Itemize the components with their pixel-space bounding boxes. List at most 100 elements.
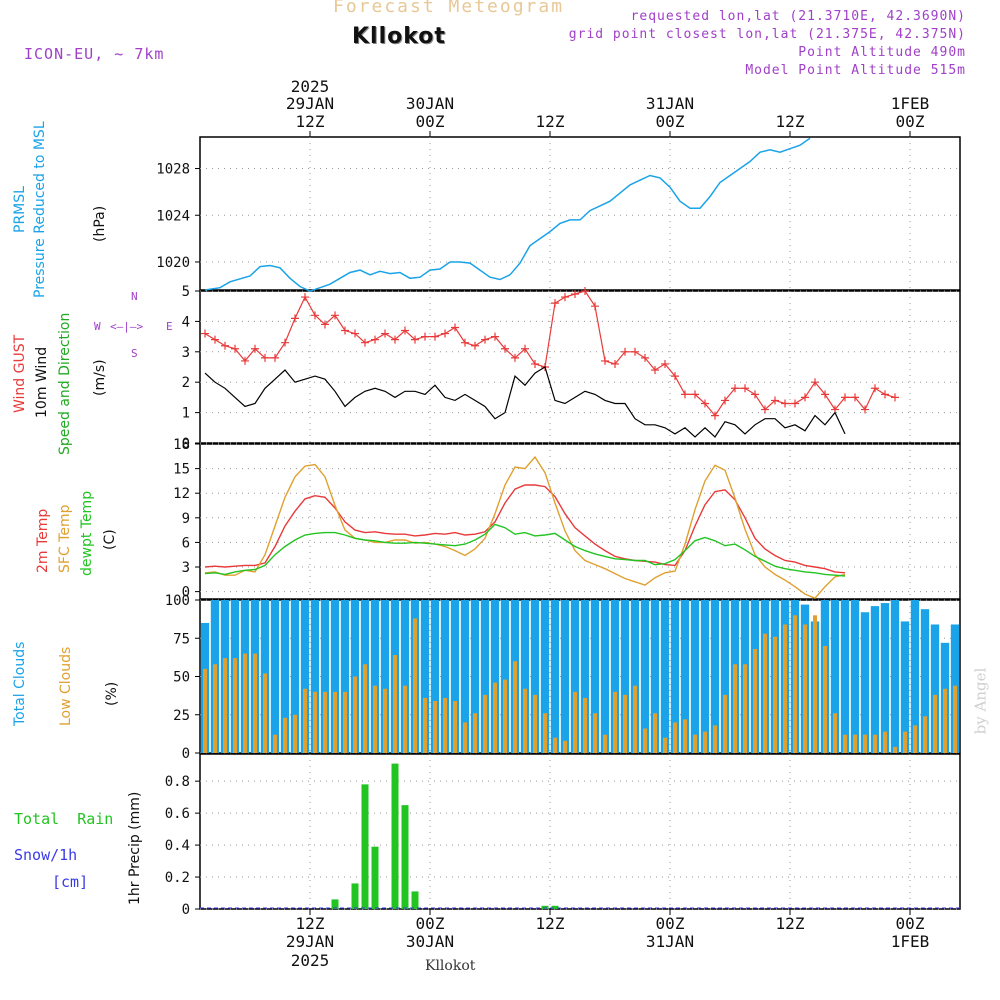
total-cloud-bar [630, 600, 640, 753]
low-cloud-bar [573, 691, 577, 753]
pressure-line [204, 137, 811, 293]
total-cloud-bar [370, 600, 380, 753]
rain-bar [401, 805, 409, 909]
low-cloud-bar [853, 734, 857, 753]
low-cloud-bar [393, 655, 397, 753]
compass-w: W [94, 320, 101, 333]
temp-ytick-label: 0 [182, 585, 190, 601]
low-cloud-bar [323, 691, 327, 753]
total-cloud-bar [670, 600, 680, 753]
rain-bar [351, 883, 359, 909]
precip-ytick-label: 0.8 [165, 774, 190, 790]
low-cloud-bar [293, 714, 297, 753]
gust-marker [401, 326, 409, 335]
low-cloud-bar [933, 694, 937, 753]
temp-ytick-label: 9 [182, 511, 190, 527]
gust-marker [701, 399, 709, 408]
low-cloud-bar [783, 624, 787, 753]
gust-marker [871, 384, 879, 393]
wind-ytick-label: 2 [182, 375, 190, 391]
total-cloud-bar [570, 600, 580, 753]
total-cloud-bar [860, 612, 870, 753]
low-cloud-bar [723, 694, 727, 753]
gust-marker [391, 335, 399, 344]
precip-ytick-label: 0.4 [165, 838, 190, 854]
low-cloud-bar [813, 615, 817, 753]
low-cloud-bar [893, 746, 897, 753]
top-time-year: 2025 [291, 77, 330, 96]
low-cloud-bar [313, 691, 317, 753]
gust-marker [731, 384, 739, 393]
low-cloud-bar [603, 734, 607, 753]
gust-marker [711, 411, 719, 420]
top-time-hour: 12Z [776, 112, 805, 131]
low-cloud-bar [833, 713, 837, 753]
gust-marker [381, 329, 389, 338]
low-cloud-bar [953, 685, 957, 753]
model-altitude: Model Point Altitude 515m [745, 63, 966, 78]
temp-line-2 [204, 523, 846, 577]
low-cloud-bar [343, 691, 347, 753]
total-cloud-bar [520, 600, 530, 753]
total-cloud-bar [300, 600, 310, 753]
gust-marker [721, 396, 729, 405]
rain-bar [361, 784, 369, 909]
total-cloud-bar [610, 600, 620, 753]
bottom-time-hour: 12Z [776, 914, 805, 933]
low-cloud-bar [503, 679, 507, 753]
gust-marker [211, 335, 219, 344]
total-cloud-bar [460, 600, 470, 753]
gust-marker [651, 366, 659, 375]
compass-cross: <—|—> [110, 320, 144, 333]
total-cloud-bar [590, 600, 600, 753]
gust-marker [851, 393, 859, 402]
total-cloud-bar [650, 600, 660, 753]
total-cloud-bar [700, 600, 710, 753]
gust-marker [201, 329, 209, 338]
model-label: ICON-EU, ~ 7km [24, 45, 165, 63]
gust-marker [751, 390, 759, 399]
bottom-time-date: 31JAN [646, 932, 694, 951]
temp-ytick-label: 18 [173, 437, 190, 453]
gust-marker [681, 390, 689, 399]
gust-marker [451, 323, 459, 332]
top-time-date: 1FEB [891, 94, 930, 113]
low-cloud-bar [533, 694, 537, 753]
low-cloud-bar [413, 618, 417, 753]
total-cloud-bar [710, 600, 720, 753]
low-cloud-bar [433, 700, 437, 753]
clouds-ytick-label: 75 [173, 631, 190, 647]
temp-ytick-label: 12 [173, 486, 190, 502]
gust-marker [661, 359, 669, 368]
gust-marker [501, 344, 509, 353]
gust-marker [481, 335, 489, 344]
low-cloud-bar [243, 653, 247, 753]
low-cloud-bar [213, 664, 217, 753]
top-time-hour: 00Z [656, 112, 685, 131]
bottom-time-hour: 00Z [656, 914, 685, 933]
total-cloud-bar [420, 600, 430, 753]
total-cloud-bar [890, 600, 900, 753]
temp-line-0 [204, 484, 846, 574]
clouds-ytick-label: 100 [165, 593, 190, 609]
rain-bar [541, 905, 549, 909]
gridpoint-coords: grid point closest lon,lat (21.375E, 42.… [568, 27, 966, 42]
gust-marker [841, 393, 849, 402]
low-cloud-bar [753, 648, 757, 753]
low-cloud-bar [903, 731, 907, 753]
low-cloud-bar [923, 716, 927, 753]
gust-marker [611, 359, 619, 368]
precip-total-label: Total Rain [14, 810, 113, 828]
precip-snow-unit: [cm] [52, 873, 89, 891]
low-cloud-bar [793, 615, 797, 753]
total-cloud-bar [450, 600, 460, 753]
low-cloud-bar [253, 653, 257, 753]
low-cloud-bar [613, 691, 617, 753]
gust-marker [781, 399, 789, 408]
low-cloud-bar [563, 740, 567, 753]
low-cloud-bar [473, 713, 477, 753]
low-cloud-bar [743, 664, 747, 753]
gust-marker [471, 341, 479, 350]
gust-marker [271, 353, 279, 362]
low-cloud-bar [623, 694, 627, 753]
